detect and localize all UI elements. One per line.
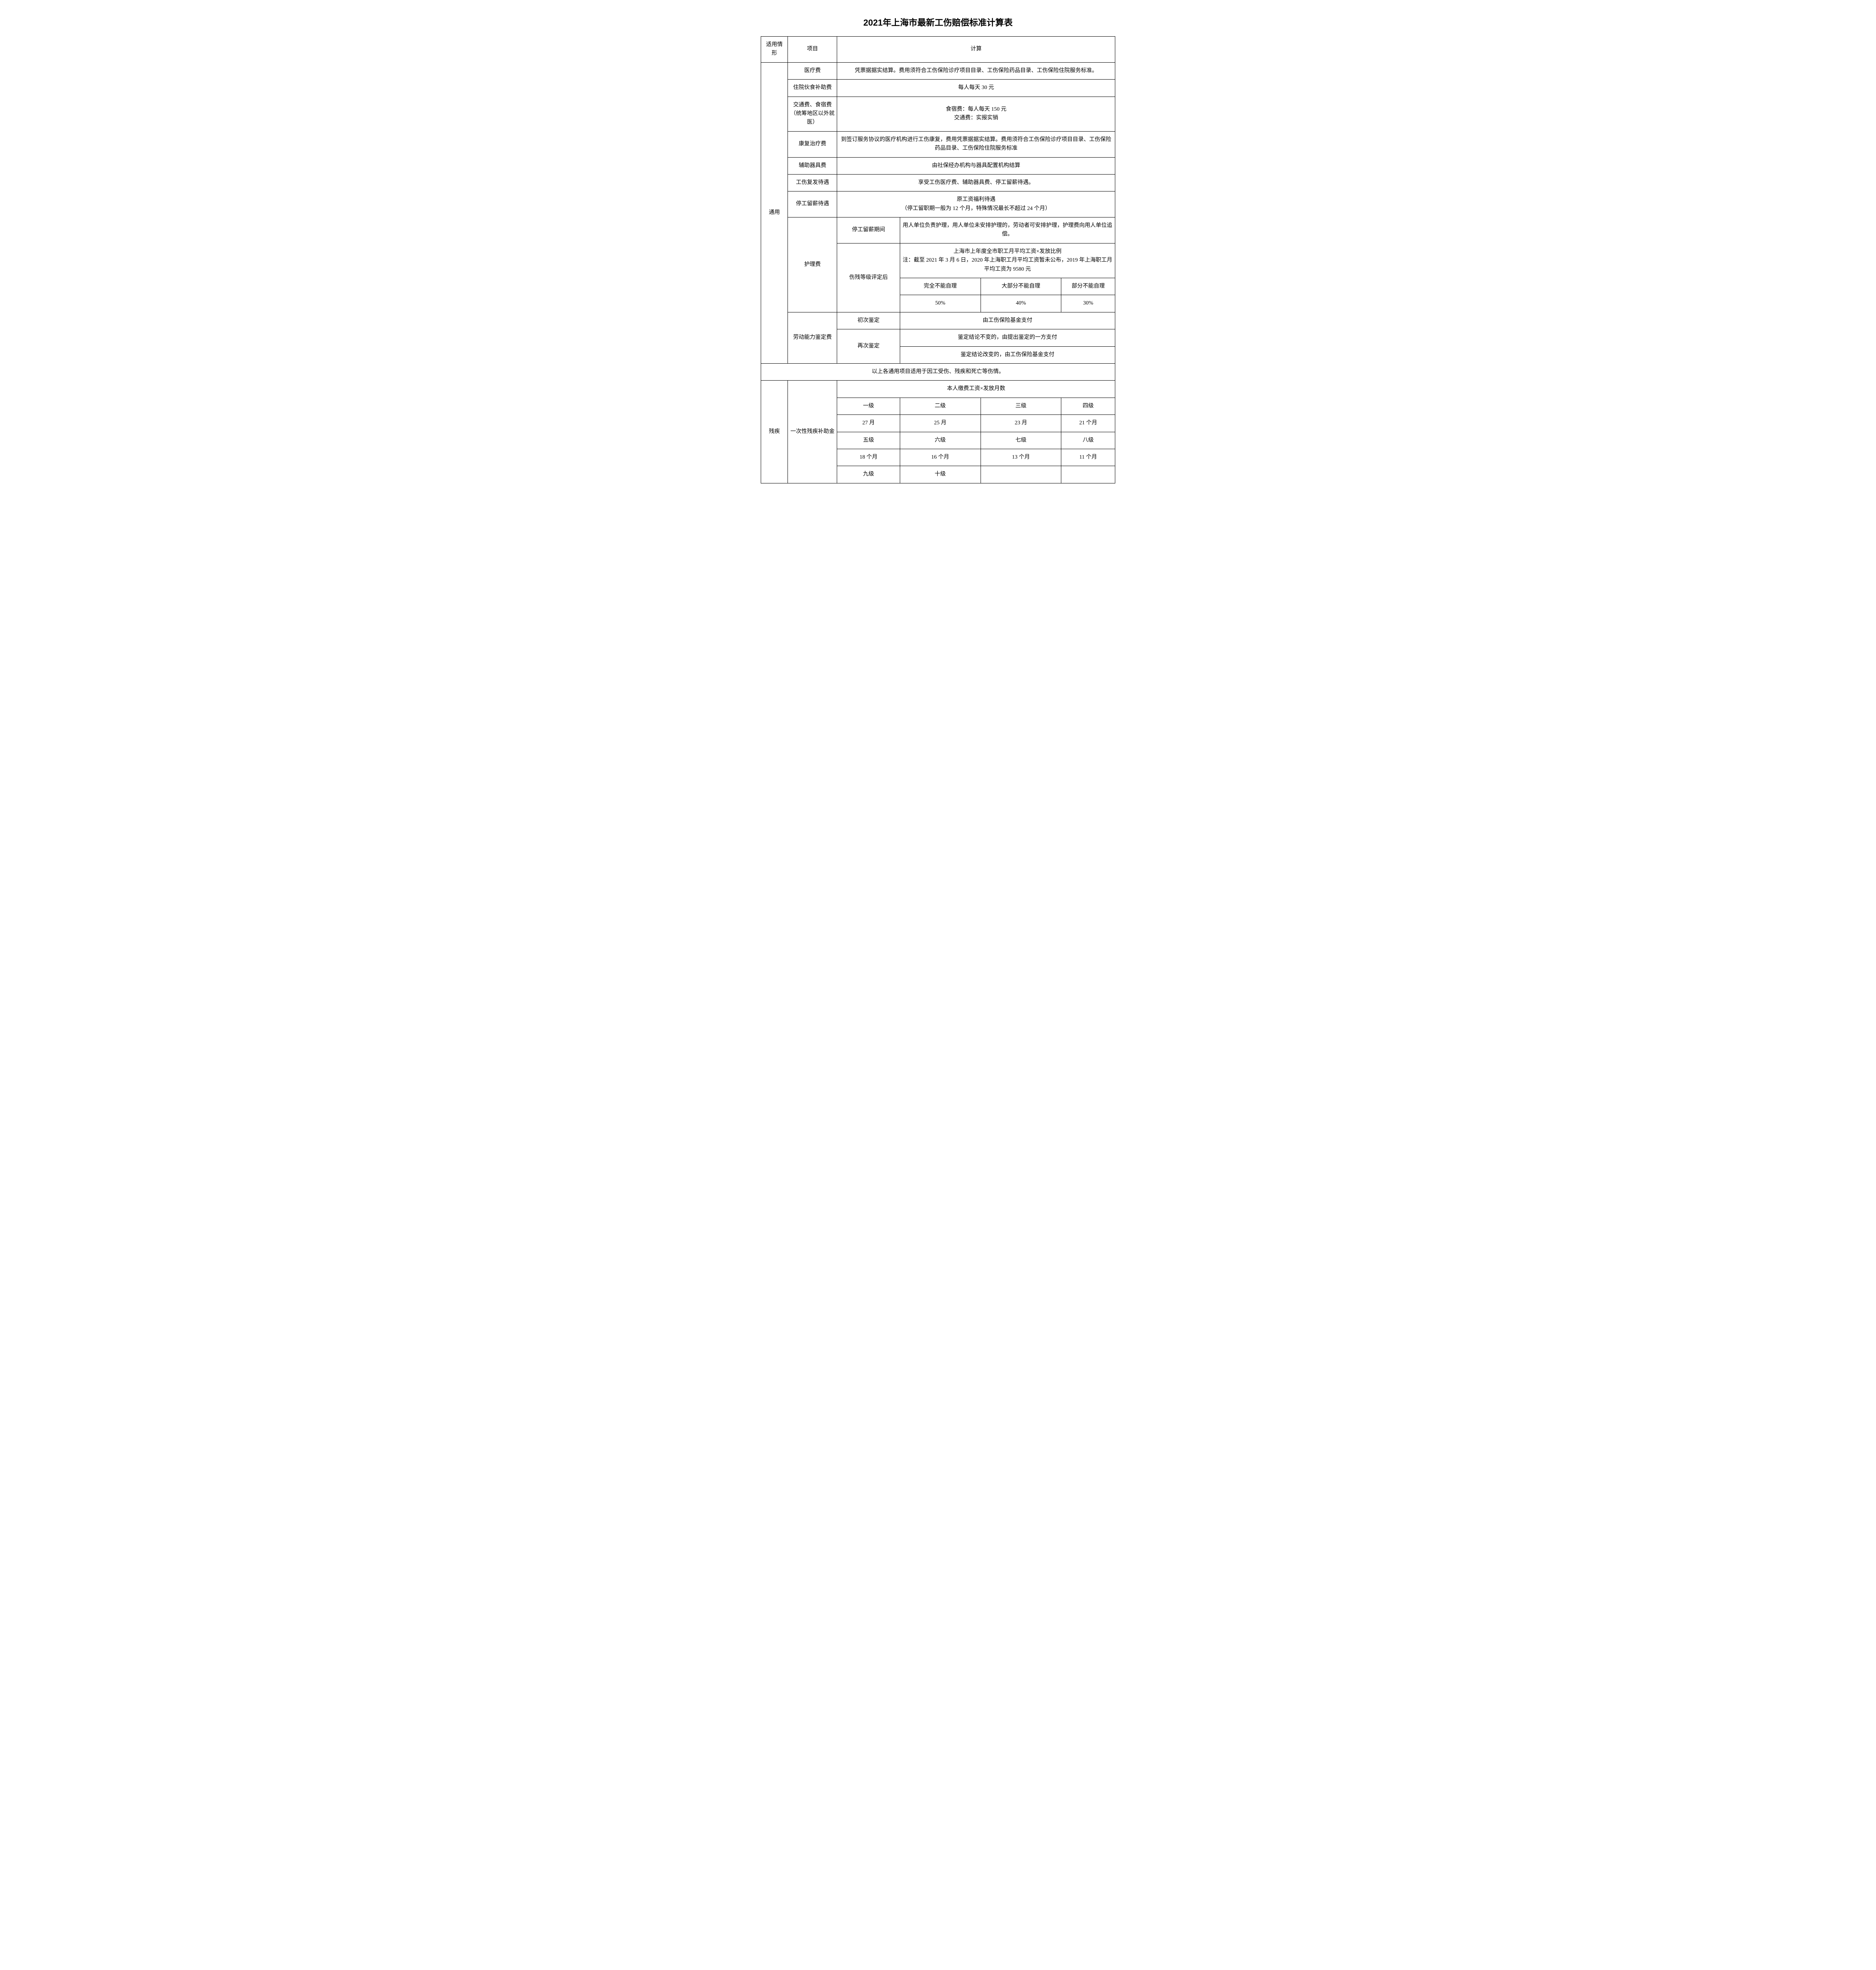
item-suspend: 停工留薪待遇 — [788, 191, 837, 217]
item-meal: 住院伙食补助费 — [788, 80, 837, 97]
nursing-after-note: 上海市上年度全市职工月平均工资×发放比例 注：截至 2021 年 3 月 6 日… — [900, 243, 1115, 278]
cat-disability: 残疾 — [761, 381, 788, 483]
item-lump: 一次性残疾补助金 — [788, 381, 837, 483]
lump-r1-l4: 四级 — [1061, 398, 1115, 414]
lump-r4-v2: 16 个月 — [900, 449, 981, 466]
assess-again-label: 再次鉴定 — [837, 329, 900, 364]
cat-general: 通用 — [761, 62, 788, 363]
item-medical: 医疗费 — [788, 62, 837, 79]
lump-r5-l3 — [981, 466, 1061, 483]
lump-r2-v2: 25 月 — [900, 415, 981, 432]
item-assess: 劳动能力鉴定费 — [788, 312, 837, 363]
assess-first-calc: 由工伤保险基金支付 — [900, 312, 1115, 329]
item-rehab: 康复治疗费 — [788, 131, 837, 157]
assess-again-calc2: 鉴定结论改变的，由工伤保险基金支付 — [900, 346, 1115, 363]
lump-r3-l1: 五级 — [837, 432, 900, 449]
page-title: 2021年上海市最新工伤赔偿标准计算表 — [761, 16, 1115, 28]
hdr-item: 项目 — [788, 37, 837, 63]
table-header-row: 适用情形 项目 计算 — [761, 37, 1115, 63]
lump-r1-l3: 三级 — [981, 398, 1061, 414]
nursing-period-label: 停工留薪期间 — [837, 217, 900, 243]
nursing-v3: 30% — [1061, 295, 1115, 312]
lump-r2-v3: 23 月 — [981, 415, 1061, 432]
lump-r2-v1: 27 月 — [837, 415, 900, 432]
item-nursing: 护理费 — [788, 217, 837, 312]
nursing-after-label: 伤残等级评定后 — [837, 243, 900, 312]
lump-r4-v3: 13 个月 — [981, 449, 1061, 466]
lump-r3-l4: 八级 — [1061, 432, 1115, 449]
lump-r3-l3: 七级 — [981, 432, 1061, 449]
lump-r3-l2: 六级 — [900, 432, 981, 449]
assess-first-label: 初次鉴定 — [837, 312, 900, 329]
lump-r4-v1: 18 个月 — [837, 449, 900, 466]
nursing-period-calc: 用人单位负责护理，用人单位未安排护理的，劳动者可安排护理，护理费向用人单位追偿。 — [900, 217, 1115, 243]
item-travel: 交通费、食宿费（统筹地区以外就医） — [788, 97, 837, 131]
item-device: 辅助器具费 — [788, 157, 837, 174]
item-recur: 工伤复发待遇 — [788, 174, 837, 191]
general-footnote: 以上各通用项目适用于因工受伤、残疾和死亡等伤情。 — [761, 363, 1115, 380]
calc-medical: 凭票据据实结算。费用须符合工伤保险诊疗项目目录、工伤保险药品目录、工伤保险住院服… — [837, 62, 1115, 79]
nursing-h2: 大部分不能自理 — [981, 278, 1061, 295]
lump-r5-l4 — [1061, 466, 1115, 483]
nursing-h1: 完全不能自理 — [900, 278, 981, 295]
calc-device: 由社保经办机构与器具配置机构结算 — [837, 157, 1115, 174]
lump-r1-l1: 一级 — [837, 398, 900, 414]
calc-suspend: 原工资福利待遇 （停工留职期一般为 12 个月，特殊情况最长不超过 24 个月） — [837, 191, 1115, 217]
calc-meal: 每人每天 30 元 — [837, 80, 1115, 97]
lump-r5-l1: 九级 — [837, 466, 900, 483]
assess-again-calc1: 鉴定结论不变的，由提出鉴定的一方支付 — [900, 329, 1115, 346]
calc-recur: 享受工伤医疗费、辅助器具费、停工留薪待遇。 — [837, 174, 1115, 191]
compensation-table: 适用情形 项目 计算 通用 医疗费 凭票据据实结算。费用须符合工伤保险诊疗项目目… — [761, 36, 1115, 483]
calc-rehab: 到签订服务协议的医疗机构进行工伤康复，费用凭票据据实结算。费用须符合工伤保险诊疗… — [837, 131, 1115, 157]
lump-r1-l2: 二级 — [900, 398, 981, 414]
lump-r2-v4: 21 个月 — [1061, 415, 1115, 432]
lump-r4-v4: 11 个月 — [1061, 449, 1115, 466]
calc-travel: 食宿费：每人每天 150 元 交通费：实报实销 — [837, 97, 1115, 131]
lump-formula: 本人缴费工资×发放月数 — [837, 381, 1115, 398]
lump-r5-l2: 十级 — [900, 466, 981, 483]
nursing-v2: 40% — [981, 295, 1061, 312]
hdr-calc: 计算 — [837, 37, 1115, 63]
hdr-category: 适用情形 — [761, 37, 788, 63]
nursing-h3: 部分不能自理 — [1061, 278, 1115, 295]
nursing-v1: 50% — [900, 295, 981, 312]
